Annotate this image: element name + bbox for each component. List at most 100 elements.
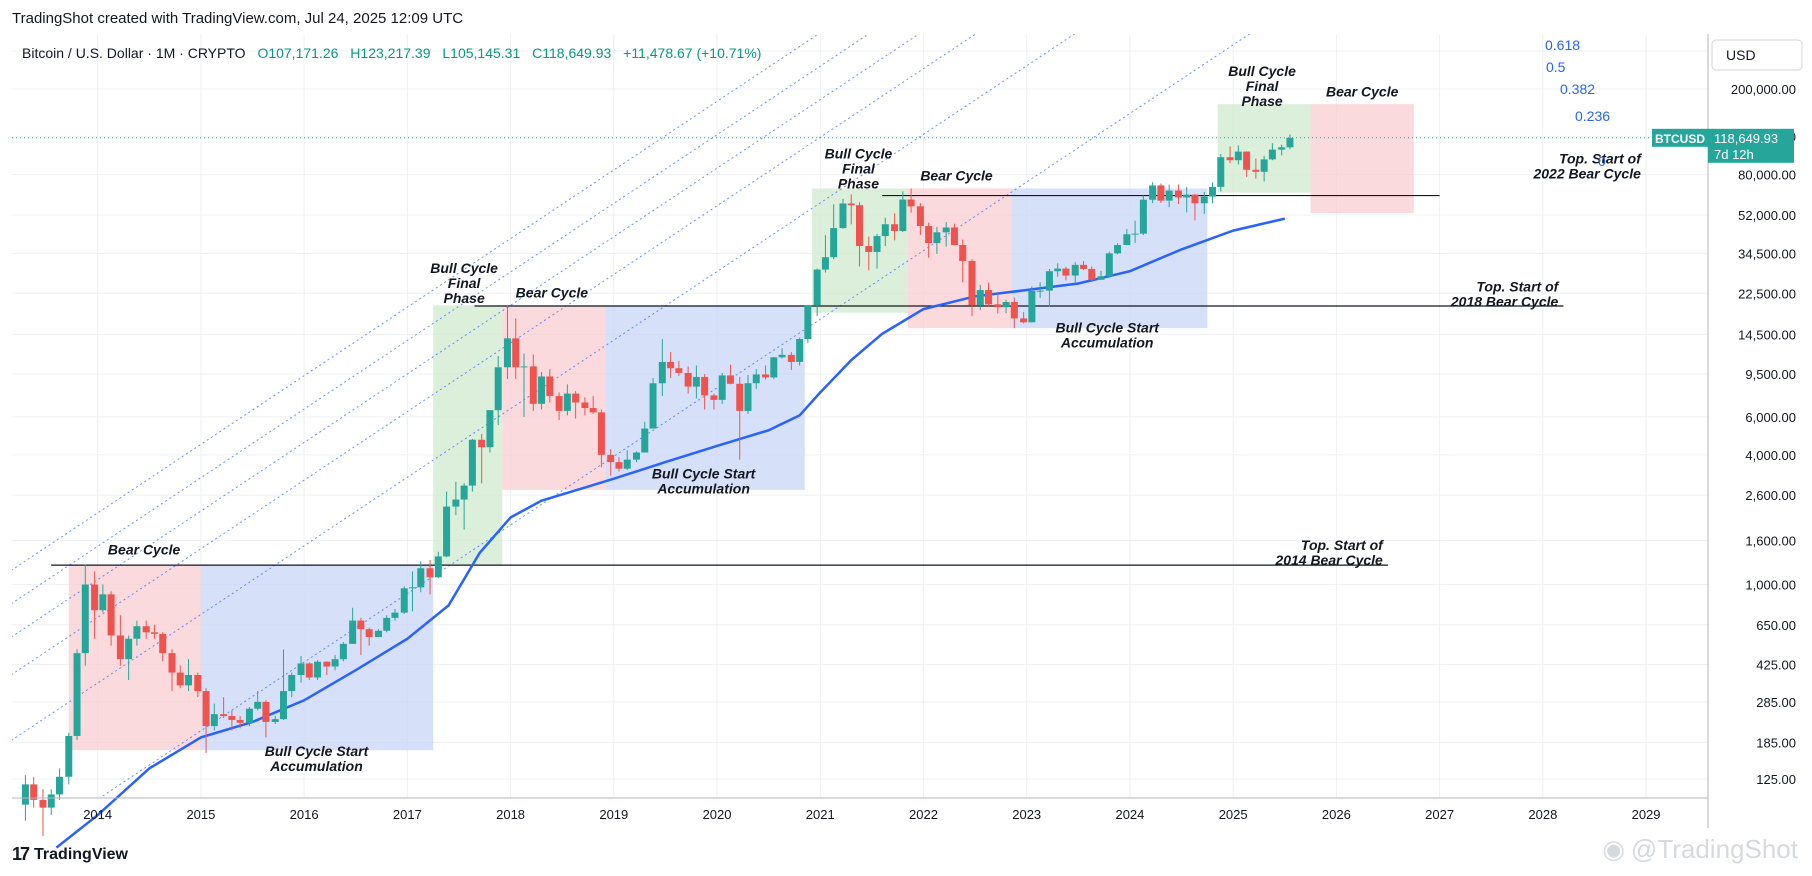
- candle-body: [202, 691, 210, 727]
- candle-body: [30, 784, 38, 800]
- candle-body: [873, 236, 881, 252]
- fib-line: [12, 34, 977, 675]
- x-tick-label: 2028: [1528, 807, 1557, 822]
- y-tick-label: 4,000.00: [1745, 448, 1796, 463]
- candle-body: [305, 663, 313, 678]
- price-tag-box: [1708, 128, 1794, 163]
- y-tick-label: 285.00: [1756, 695, 1796, 710]
- ohlc-open: O107,171.26: [257, 45, 338, 61]
- x-tick-label: 2022: [909, 807, 938, 822]
- candle-body: [933, 232, 941, 244]
- candle-body: [546, 376, 554, 397]
- y-tick-label: 200,000.00: [1731, 82, 1796, 97]
- annotation: Bear Cycle: [108, 541, 181, 557]
- candle-body: [718, 375, 726, 400]
- candle-body: [357, 620, 365, 630]
- fib-label: 0.618: [1545, 37, 1580, 53]
- x-tick-label: 2016: [290, 807, 319, 822]
- tradingview-logo[interactable]: 17 TradingView: [12, 844, 128, 865]
- candle-body: [726, 375, 734, 384]
- annotation-line: Bull Cycle Start: [265, 743, 370, 759]
- x-tick-label: 2025: [1219, 807, 1248, 822]
- y-tick-label: 425.00: [1756, 658, 1796, 673]
- tradingview-logo-icon: 17: [12, 844, 30, 864]
- candle-body: [855, 205, 863, 247]
- candle-body: [47, 794, 55, 808]
- candle-body: [460, 485, 468, 500]
- candle-body: [581, 402, 589, 409]
- candle-body: [125, 638, 133, 660]
- candle-body: [236, 719, 244, 723]
- candle-body: [881, 224, 889, 237]
- candle-body: [710, 395, 718, 400]
- candle-body: [142, 626, 150, 633]
- candle-body: [409, 587, 417, 589]
- candle-body: [675, 368, 683, 373]
- annotation-line: Phase: [444, 290, 485, 306]
- candle-body: [1010, 302, 1018, 319]
- candle-body: [245, 708, 253, 723]
- fib-line: [12, 34, 870, 604]
- ohlc-close: C118,649.93: [532, 45, 611, 61]
- fib-label: 0.5: [1546, 59, 1566, 75]
- candle-body: [787, 354, 795, 362]
- candle-body: [667, 361, 675, 369]
- candle-body: [494, 367, 502, 411]
- y-tick-label: 34,500.00: [1738, 246, 1796, 261]
- candle-body: [623, 459, 631, 469]
- candle-body: [1036, 290, 1044, 292]
- candle-body: [649, 383, 657, 429]
- candle-body: [1217, 157, 1225, 187]
- candle-body: [1097, 276, 1105, 280]
- x-tick-label: 2020: [703, 807, 732, 822]
- header-title: TradingShot created with TradingView.com…: [12, 10, 464, 27]
- candle-body: [916, 206, 924, 227]
- candle-body: [589, 408, 597, 413]
- candle-body: [1234, 151, 1242, 161]
- candle-body: [65, 735, 73, 777]
- candle-body: [847, 203, 855, 206]
- candle-body: [538, 376, 546, 404]
- price-tag-countdown: 7d 12h: [1714, 147, 1754, 162]
- y-tick-label: 650.00: [1756, 618, 1796, 633]
- candle-body: [1260, 159, 1268, 172]
- candle-body: [572, 393, 580, 403]
- annotation-line: Final: [448, 275, 482, 291]
- candle-body: [736, 383, 744, 411]
- annotation: Bull Cycle Final Phase: [1228, 63, 1296, 109]
- candle-body: [633, 452, 641, 460]
- fib-line: [12, 34, 1076, 741]
- annotation-line: Accumulation: [1060, 334, 1154, 350]
- annotation-line: Final: [1246, 78, 1280, 94]
- currency-button[interactable]: USD: [1711, 39, 1803, 71]
- candle-body: [73, 653, 81, 736]
- candle-body: [1105, 253, 1113, 277]
- x-tick-label: 2014: [83, 807, 112, 822]
- candle-body: [383, 617, 391, 631]
- symbol-name: Bitcoin / U.S. Dollar · 1M · CRYPTO: [22, 45, 246, 61]
- candle-body: [968, 260, 976, 306]
- candle-body: [692, 376, 700, 387]
- candle-body: [1252, 169, 1260, 172]
- candle-body: [168, 653, 176, 673]
- candle-body: [1045, 271, 1053, 291]
- candle-body: [1114, 245, 1122, 254]
- annotation: Bear Cycle: [920, 168, 993, 184]
- symbol-info: Bitcoin / U.S. Dollar · 1M · CRYPTO O107…: [22, 45, 761, 61]
- annotation-line: Bull Cycle: [430, 260, 498, 276]
- annotation-line: 2014 Bear Cycle: [1274, 552, 1383, 568]
- annotation: Bear Cycle: [1326, 83, 1399, 99]
- candle-body: [39, 799, 47, 808]
- candle-body: [339, 643, 347, 660]
- candle-body: [976, 290, 984, 306]
- fib-label: 0: [1598, 153, 1606, 169]
- price-tag-value: 118,649.93: [1714, 131, 1778, 146]
- y-tick-label: 80,000.00: [1738, 168, 1796, 183]
- y-tick-label: 1,000.00: [1745, 578, 1796, 593]
- ohlc-change: +11,478.67 (+10.71%): [623, 45, 761, 61]
- candle-body: [1200, 196, 1208, 204]
- candle-body: [942, 227, 950, 233]
- candle-body: [907, 199, 915, 207]
- ohlc-low: L105,145.31: [442, 45, 520, 61]
